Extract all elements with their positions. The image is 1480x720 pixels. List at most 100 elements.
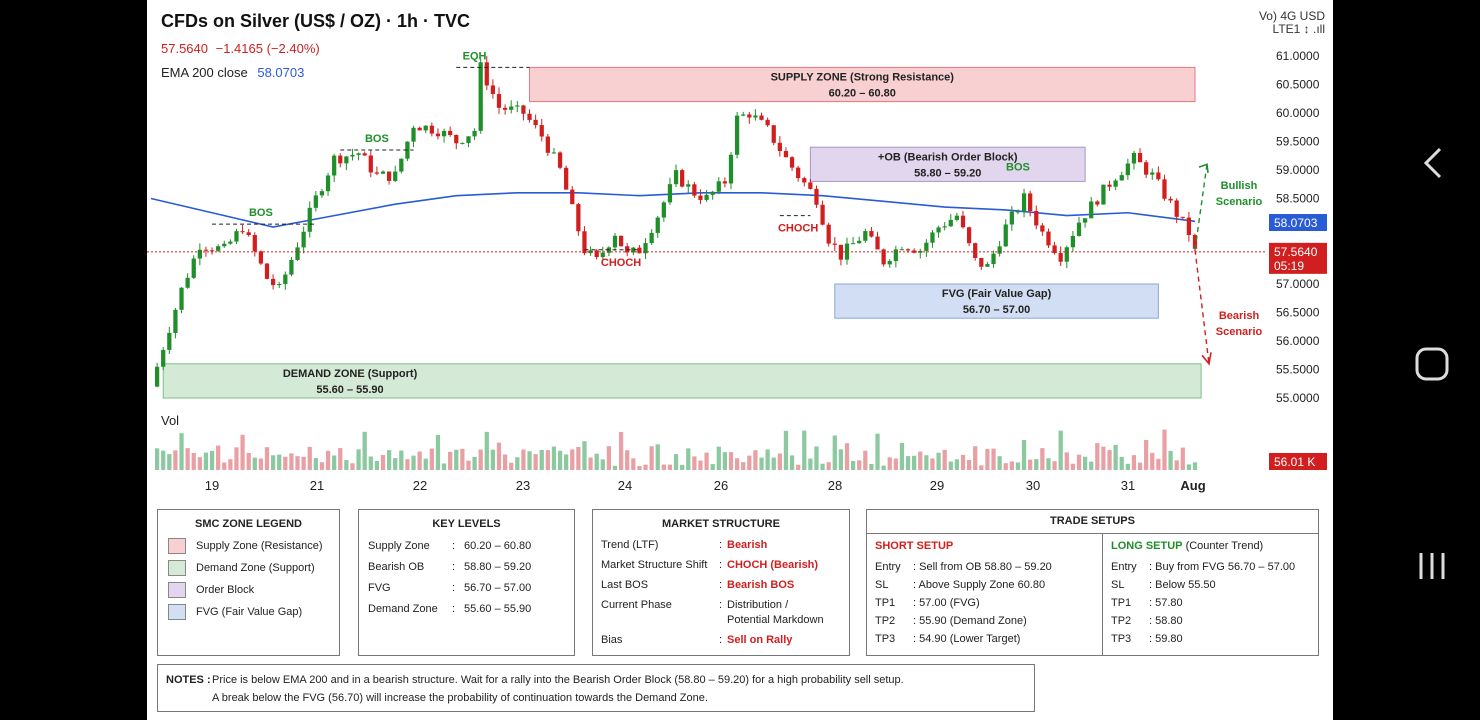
candle-body — [380, 171, 386, 174]
annotation-bos: BOS — [365, 133, 389, 145]
candle-body — [423, 125, 428, 131]
candle-body — [252, 235, 257, 252]
volume-bar — [234, 447, 239, 470]
price-chart[interactable]: SUPPLY ZONE (Strong Resistance) 60.20 – 6… — [147, 0, 1333, 500]
short-setup-rows: Entry: Sell from OB 58.80 – 59.20 SL: Abo… — [867, 558, 1102, 648]
separator: : — [719, 634, 723, 646]
setup-value: : Below 55.50 — [1149, 579, 1216, 591]
setup-value: : 59.80 — [1149, 633, 1183, 645]
candle-body — [637, 247, 642, 254]
legend-swatch — [168, 560, 186, 576]
volume-bar — [930, 458, 935, 470]
volume-bar — [789, 455, 795, 470]
candle-body — [393, 171, 398, 181]
candle-body — [875, 236, 880, 250]
volume-bar — [509, 462, 514, 470]
candle-body — [1125, 163, 1130, 176]
volume-bar — [991, 448, 996, 470]
candle-body — [1046, 231, 1051, 246]
volume-bar — [191, 452, 196, 470]
setup-value: : 57.80 — [1149, 597, 1183, 609]
candle-body — [228, 241, 233, 244]
notes-line-2: A break below the FVG (56.70) will incre… — [212, 692, 708, 704]
candle-body — [991, 253, 996, 265]
supply-zone — [529, 66, 1196, 103]
volume-bar — [997, 456, 1002, 470]
candle-body — [460, 142, 465, 144]
volume-bar — [887, 457, 892, 470]
candle-body — [564, 167, 569, 190]
candle-body — [478, 62, 483, 131]
scenario-label: Bullish — [1221, 180, 1258, 192]
volume-bar — [1131, 455, 1137, 470]
volume-bar — [386, 450, 392, 470]
volume-bar — [771, 457, 776, 470]
demand-zone-label: DEMAND ZONE (Support) — [283, 368, 418, 380]
volume-bar — [185, 448, 190, 470]
volume-bar — [734, 458, 740, 470]
volume-bar — [301, 456, 306, 470]
volume-bar — [1040, 448, 1045, 470]
volume-bar — [154, 448, 160, 470]
volume-bar — [350, 463, 355, 470]
candle-body — [1021, 193, 1027, 212]
annotation-eqh: EQH — [463, 50, 487, 62]
volume-bar — [1052, 461, 1057, 470]
key-level-name: Demand Zone — [368, 603, 438, 615]
separator: : — [719, 539, 723, 551]
candle-body — [429, 125, 434, 134]
back-nav-icon[interactable] — [1418, 146, 1448, 180]
volume-bar — [490, 449, 496, 470]
volume-bar — [240, 434, 245, 470]
volume-bar — [289, 453, 294, 470]
setup-key: TP2 — [875, 615, 896, 627]
candle-body — [1058, 253, 1063, 262]
recents-nav-icon[interactable] — [1416, 550, 1448, 582]
volume-bar — [1089, 461, 1094, 470]
supply-zone-label: SUPPLY ZONE (Strong Resistance) — [771, 72, 955, 84]
y-tick-label: 60.5000 — [1276, 78, 1320, 92]
candle-body — [551, 152, 557, 154]
volume-bar — [1174, 460, 1179, 470]
candle-body — [496, 94, 502, 108]
candle-body — [1186, 217, 1192, 236]
setup-key: TP1 — [1111, 597, 1132, 609]
candle-body — [1070, 235, 1076, 248]
symbol-title[interactable]: CFDs on Silver (US$ / OZ) · 1h · TVC — [161, 11, 471, 31]
legend-item: FVG (Fair Value Gap) — [168, 604, 339, 620]
setup-value: : Sell from OB 58.80 – 59.20 — [913, 561, 1052, 573]
fvg-zone-range: 56.70 – 57.00 — [963, 304, 1030, 316]
candle-body — [368, 155, 373, 173]
candle-body — [826, 224, 831, 244]
structure-name: Trend (LTF) — [601, 539, 659, 551]
candle-body — [1076, 222, 1082, 236]
structure-value-line: Potential Markdown — [727, 614, 824, 626]
structure-value-line: Sell on Rally — [727, 634, 793, 646]
ema-legend[interactable]: EMA 200 close 58.0703 — [161, 65, 304, 80]
volume-bar — [1150, 452, 1155, 470]
volume-bar — [545, 450, 550, 470]
volume-bar — [332, 455, 337, 470]
volume-bar — [441, 463, 447, 470]
volume-bar — [551, 446, 557, 470]
key-level-value: 60.20 – 60.80 — [464, 540, 532, 552]
candle-body — [472, 130, 477, 137]
price-change: −1.4165 (−2.40%) — [215, 41, 320, 56]
setup-value: : 58.80 — [1149, 615, 1183, 627]
notes-label: NOTES : — [166, 674, 211, 686]
candle-body — [301, 231, 306, 248]
volume-bar — [1064, 452, 1069, 470]
setup-key: TP3 — [1111, 633, 1132, 645]
candle-body — [796, 167, 801, 179]
structure-value: Distribution / Potential Markdown — [727, 598, 849, 628]
candle-body — [765, 119, 770, 126]
volume-bar — [741, 462, 746, 470]
trade-setups: TRADE SETUPS SHORT SETUP Entry: Sell fro… — [866, 509, 1319, 656]
volume-bar — [1082, 456, 1088, 470]
home-nav-icon[interactable] — [1414, 346, 1450, 382]
volume-bar — [209, 450, 215, 470]
y-tick-label: 60.0000 — [1276, 106, 1320, 120]
volume-bar — [368, 456, 373, 470]
candle-body — [222, 243, 227, 247]
setup-row: TP3: 54.90 (Lower Target) — [875, 630, 1102, 648]
